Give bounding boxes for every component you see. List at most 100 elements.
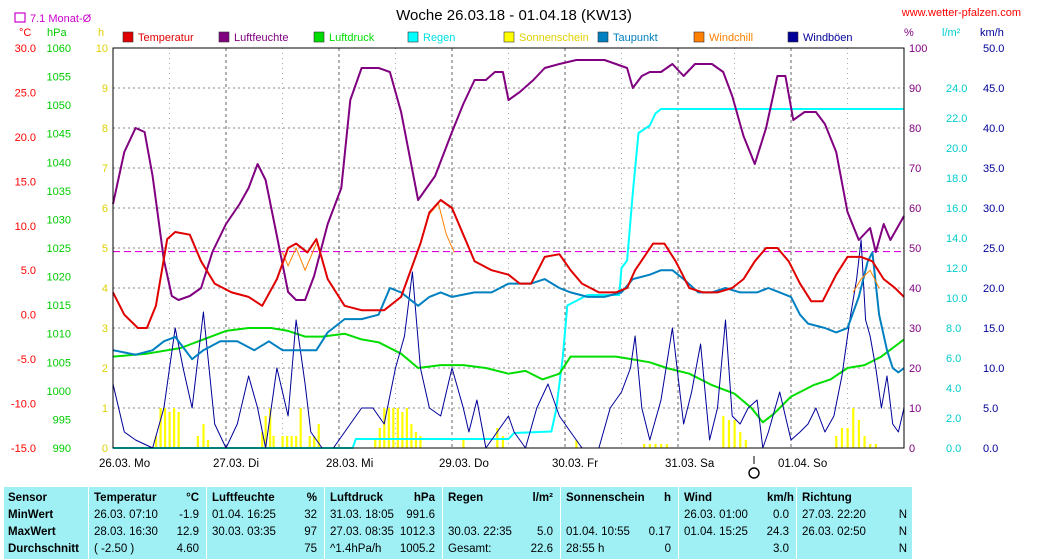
table-cell-value: -1.9: [179, 509, 199, 521]
axis-tick-pressure: 1055: [47, 72, 71, 84]
legend-item-luftdruck: Luftdruck: [313, 31, 375, 44]
sunshine-bar: [722, 416, 725, 448]
monthly-avg-icon: [14, 12, 26, 23]
chart-axes: 30.025.020.015.010.05.00.0-5.0-10.0-15.0…: [11, 27, 1005, 470]
axis-tick-sun: 0: [102, 443, 108, 455]
axis-tick-pressure: 1005: [47, 357, 71, 369]
x-tick-label: 01.04. So: [778, 458, 827, 470]
x-tick-label: 28.03. Mi: [326, 458, 373, 470]
table-cell-time: 27.03. 08:35: [330, 526, 394, 538]
sunshine-bar: [733, 420, 736, 448]
legend-label: Sonnenschein: [519, 32, 589, 44]
series-line-windchill: [282, 243, 317, 272]
table-cell-time: 26.03. 07:10: [94, 509, 158, 521]
axis-unit-humidity: %: [904, 27, 914, 39]
legend-label: Luftdruck: [329, 32, 375, 44]
sunshine-bar: [654, 444, 657, 448]
axis-tick-pressure: 1015: [47, 300, 71, 312]
axis-tick-wind: 40.0: [983, 123, 1004, 135]
legend-swatch: [693, 31, 705, 43]
axis-unit-wind: km/h: [980, 27, 1004, 39]
table-cell-time: ( -2.50 ): [94, 543, 135, 555]
table-cell-value: 32: [304, 509, 317, 521]
sunshine-bar: [857, 420, 860, 448]
website-link[interactable]: www.wetter-pfalzen.com: [901, 7, 1021, 19]
table-divider: [442, 487, 443, 559]
chart-series: [112, 59, 905, 449]
axis-tick-pressure: 1050: [47, 100, 71, 112]
table-divider: [796, 487, 797, 559]
sunshine-bar: [462, 440, 465, 448]
sunshine-bar: [173, 408, 176, 448]
axis-tick-rain: 20.0: [946, 143, 967, 155]
table-cell-time: 27.03. 22:20: [802, 509, 866, 521]
axis-tick-sun: 8: [102, 123, 108, 135]
legend-label: Windböen: [803, 32, 853, 44]
axis-tick-rain: 0.0: [946, 443, 961, 455]
axis-tick-rain: 16.0: [946, 203, 967, 215]
legend-item-windchill: Windchill: [693, 31, 753, 44]
legend-item-regen: Regen: [407, 31, 455, 44]
table-cell-time: 01.04. 16:25: [212, 509, 276, 521]
axis-tick-humidity: 60: [909, 203, 921, 215]
series-line-windchill: [852, 269, 880, 293]
sunshine-bar: [643, 444, 646, 448]
sunshine-bar: [863, 436, 866, 448]
axis-tick-humidity: 70: [909, 163, 921, 175]
table-header-richtung: Richtung: [802, 492, 852, 504]
axis-unit-temp: °C: [19, 27, 31, 39]
sunshine-bar: [202, 424, 205, 448]
sunshine-bar: [286, 436, 289, 448]
table-cell-time: 01.04. 15:25: [684, 526, 748, 538]
sunshine-bar: [295, 436, 298, 448]
monthly-avg-label: 7.1 Monat-Ø: [30, 13, 92, 25]
table-cell-value: 22.6: [530, 543, 553, 555]
table-header-unit: l/m²: [532, 492, 553, 504]
sunshine-bar: [852, 408, 855, 448]
series-line-luftdruck: [112, 327, 905, 424]
table-cell-time: 30.03. 03:35: [212, 526, 276, 538]
sunshine-bar: [269, 408, 272, 448]
x-tick-label: 31.03. Sa: [665, 458, 715, 470]
sunshine-bar: [405, 408, 408, 448]
table-header-unit: %: [306, 492, 317, 504]
axis-unit-rain: l/m²: [942, 27, 961, 39]
table-cell-time: ^1.4hPa/h: [330, 543, 382, 555]
table-divider: [560, 487, 561, 559]
table-header-temperatur: Temperatur: [94, 492, 157, 504]
sunshine-bar: [648, 444, 651, 448]
table-cell-value: N: [898, 543, 907, 555]
x-tick-label: 27.03. Di: [213, 458, 259, 470]
axis-tick-temp: 10.0: [15, 221, 36, 233]
table-cell-value: 1005.2: [399, 543, 435, 555]
table-cell-value: 991.6: [406, 509, 435, 521]
axis-tick-temp: -5.0: [17, 354, 36, 366]
axis-tick-sun: 5: [102, 243, 108, 255]
sunshine-bar: [727, 420, 731, 448]
legend-swatch: [122, 31, 134, 43]
table-header-row: Sensor Temperatur °C Luftfeuchte% Luftdruck h…: [4, 490, 912, 507]
axis-tick-pressure: 1060: [47, 43, 71, 55]
legend-item-luftfeuchte: Luftfeuchte: [218, 31, 288, 44]
axis-tick-pressure: 1040: [47, 157, 71, 169]
table-cell-time: 28:55 h: [566, 543, 605, 555]
axis-tick-rain: 18.0: [946, 173, 967, 185]
sunshine-bar: [383, 408, 386, 448]
x-tick-label: 30.03. Fr: [552, 458, 598, 470]
table-header-unit: km/h: [767, 492, 794, 504]
legend-label: Taupunkt: [613, 32, 658, 44]
axis-tick-pressure: 1025: [47, 243, 71, 255]
table-cell-time: 26.03. 02:50: [802, 526, 866, 538]
table-row: MinWert 26.03. 07:10 -1.9 01.04. 16:25 32 31.…: [4, 507, 912, 524]
table-cell-value: 0: [664, 543, 671, 555]
axis-tick-pressure: 1045: [47, 129, 71, 141]
axis-tick-wind: 5.0: [983, 403, 998, 415]
sunshine-bar: [261, 432, 264, 448]
sunshine-bar: [392, 408, 395, 448]
sunshine-bar: [835, 436, 838, 448]
statistics-table: Sensor Temperatur °C Luftfeuchte% Luftdruck h…: [4, 487, 912, 559]
sun-icon: [748, 456, 760, 479]
axis-tick-pressure: 990: [53, 443, 71, 455]
axis-tick-humidity: 40: [909, 283, 921, 295]
sunshine-bar: [290, 436, 293, 448]
